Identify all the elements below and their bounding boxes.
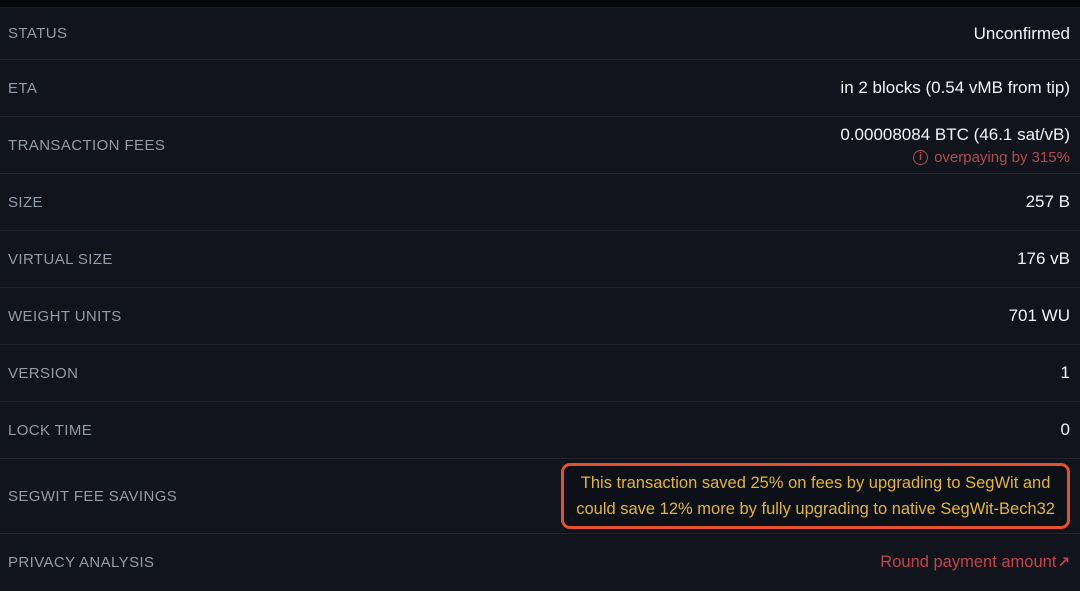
row-lock-time: LOCK TIME 0 bbox=[0, 402, 1080, 459]
segwit-fee-savings-label: SEGWIT FEE SAVINGS bbox=[8, 487, 178, 505]
row-privacy-analysis: PRIVACY ANALYSIS Round payment amount↗ bbox=[0, 534, 1080, 591]
eta-value: in 2 blocks (0.54 vMB from tip) bbox=[840, 78, 1070, 97]
segwit-savings-line1: This transaction saved 25% on fees by up… bbox=[580, 474, 1051, 492]
segwit-savings-badge: This transaction saved 25% on fees by up… bbox=[561, 463, 1070, 529]
lock-time-value: 0 bbox=[1060, 420, 1070, 439]
status-label: STATUS bbox=[8, 25, 68, 42]
transaction-fees-label: TRANSACTION FEES bbox=[8, 136, 166, 154]
size-label: SIZE bbox=[8, 193, 43, 211]
virtual-size-label: VIRTUAL SIZE bbox=[8, 250, 113, 268]
row-transaction-fees: TRANSACTION FEES 0.00008084 BTC (46.1 sa… bbox=[0, 117, 1080, 174]
lock-time-label: LOCK TIME bbox=[8, 421, 93, 439]
transaction-fees-value: 0.00008084 BTC (46.1 sat/vB) bbox=[840, 124, 1070, 144]
transaction-details-table: STATUS Unconfirmed ETA in 2 blocks (0.54… bbox=[0, 8, 1080, 591]
row-version: VERSION 1 bbox=[0, 345, 1080, 402]
row-segwit-fee-savings: SEGWIT FEE SAVINGS This transaction save… bbox=[0, 459, 1080, 534]
row-virtual-size: VIRTUAL SIZE 176 vB bbox=[0, 231, 1080, 288]
overpaying-warning-text: overpaying by 315% bbox=[934, 148, 1070, 166]
status-value: Unconfirmed bbox=[973, 23, 1070, 43]
version-label: VERSION bbox=[8, 364, 79, 382]
row-eta: ETA in 2 blocks (0.54 vMB from tip) bbox=[0, 60, 1080, 117]
privacy-analysis-link[interactable]: Round payment amount↗ bbox=[880, 553, 1070, 572]
row-weight-units: WEIGHT UNITS 701 WU bbox=[0, 288, 1080, 345]
weight-units-value: 701 WU bbox=[1008, 306, 1070, 325]
virtual-size-value: 176 vB bbox=[1017, 249, 1070, 268]
row-status: STATUS Unconfirmed bbox=[0, 8, 1080, 60]
weight-units-label: WEIGHT UNITS bbox=[8, 307, 122, 325]
info-icon: i bbox=[913, 149, 929, 165]
row-size: SIZE 257 B bbox=[0, 174, 1080, 231]
privacy-analysis-label: PRIVACY ANALYSIS bbox=[8, 554, 155, 571]
transaction-fees-cell: 0.00008084 BTC (46.1 sat/vB) i overpayin… bbox=[840, 125, 1070, 166]
overpaying-warning: i overpaying by 315% bbox=[913, 149, 1070, 166]
segwit-savings-line2: could save 12% more by fully upgrading t… bbox=[576, 500, 1055, 518]
eta-label: ETA bbox=[8, 79, 38, 97]
version-value: 1 bbox=[1060, 363, 1070, 382]
external-link-arrow-icon: ↗ bbox=[1057, 554, 1070, 571]
top-divider bbox=[0, 0, 1080, 8]
privacy-analysis-link-text: Round payment amount bbox=[880, 553, 1057, 571]
size-value: 257 B bbox=[1025, 192, 1070, 211]
